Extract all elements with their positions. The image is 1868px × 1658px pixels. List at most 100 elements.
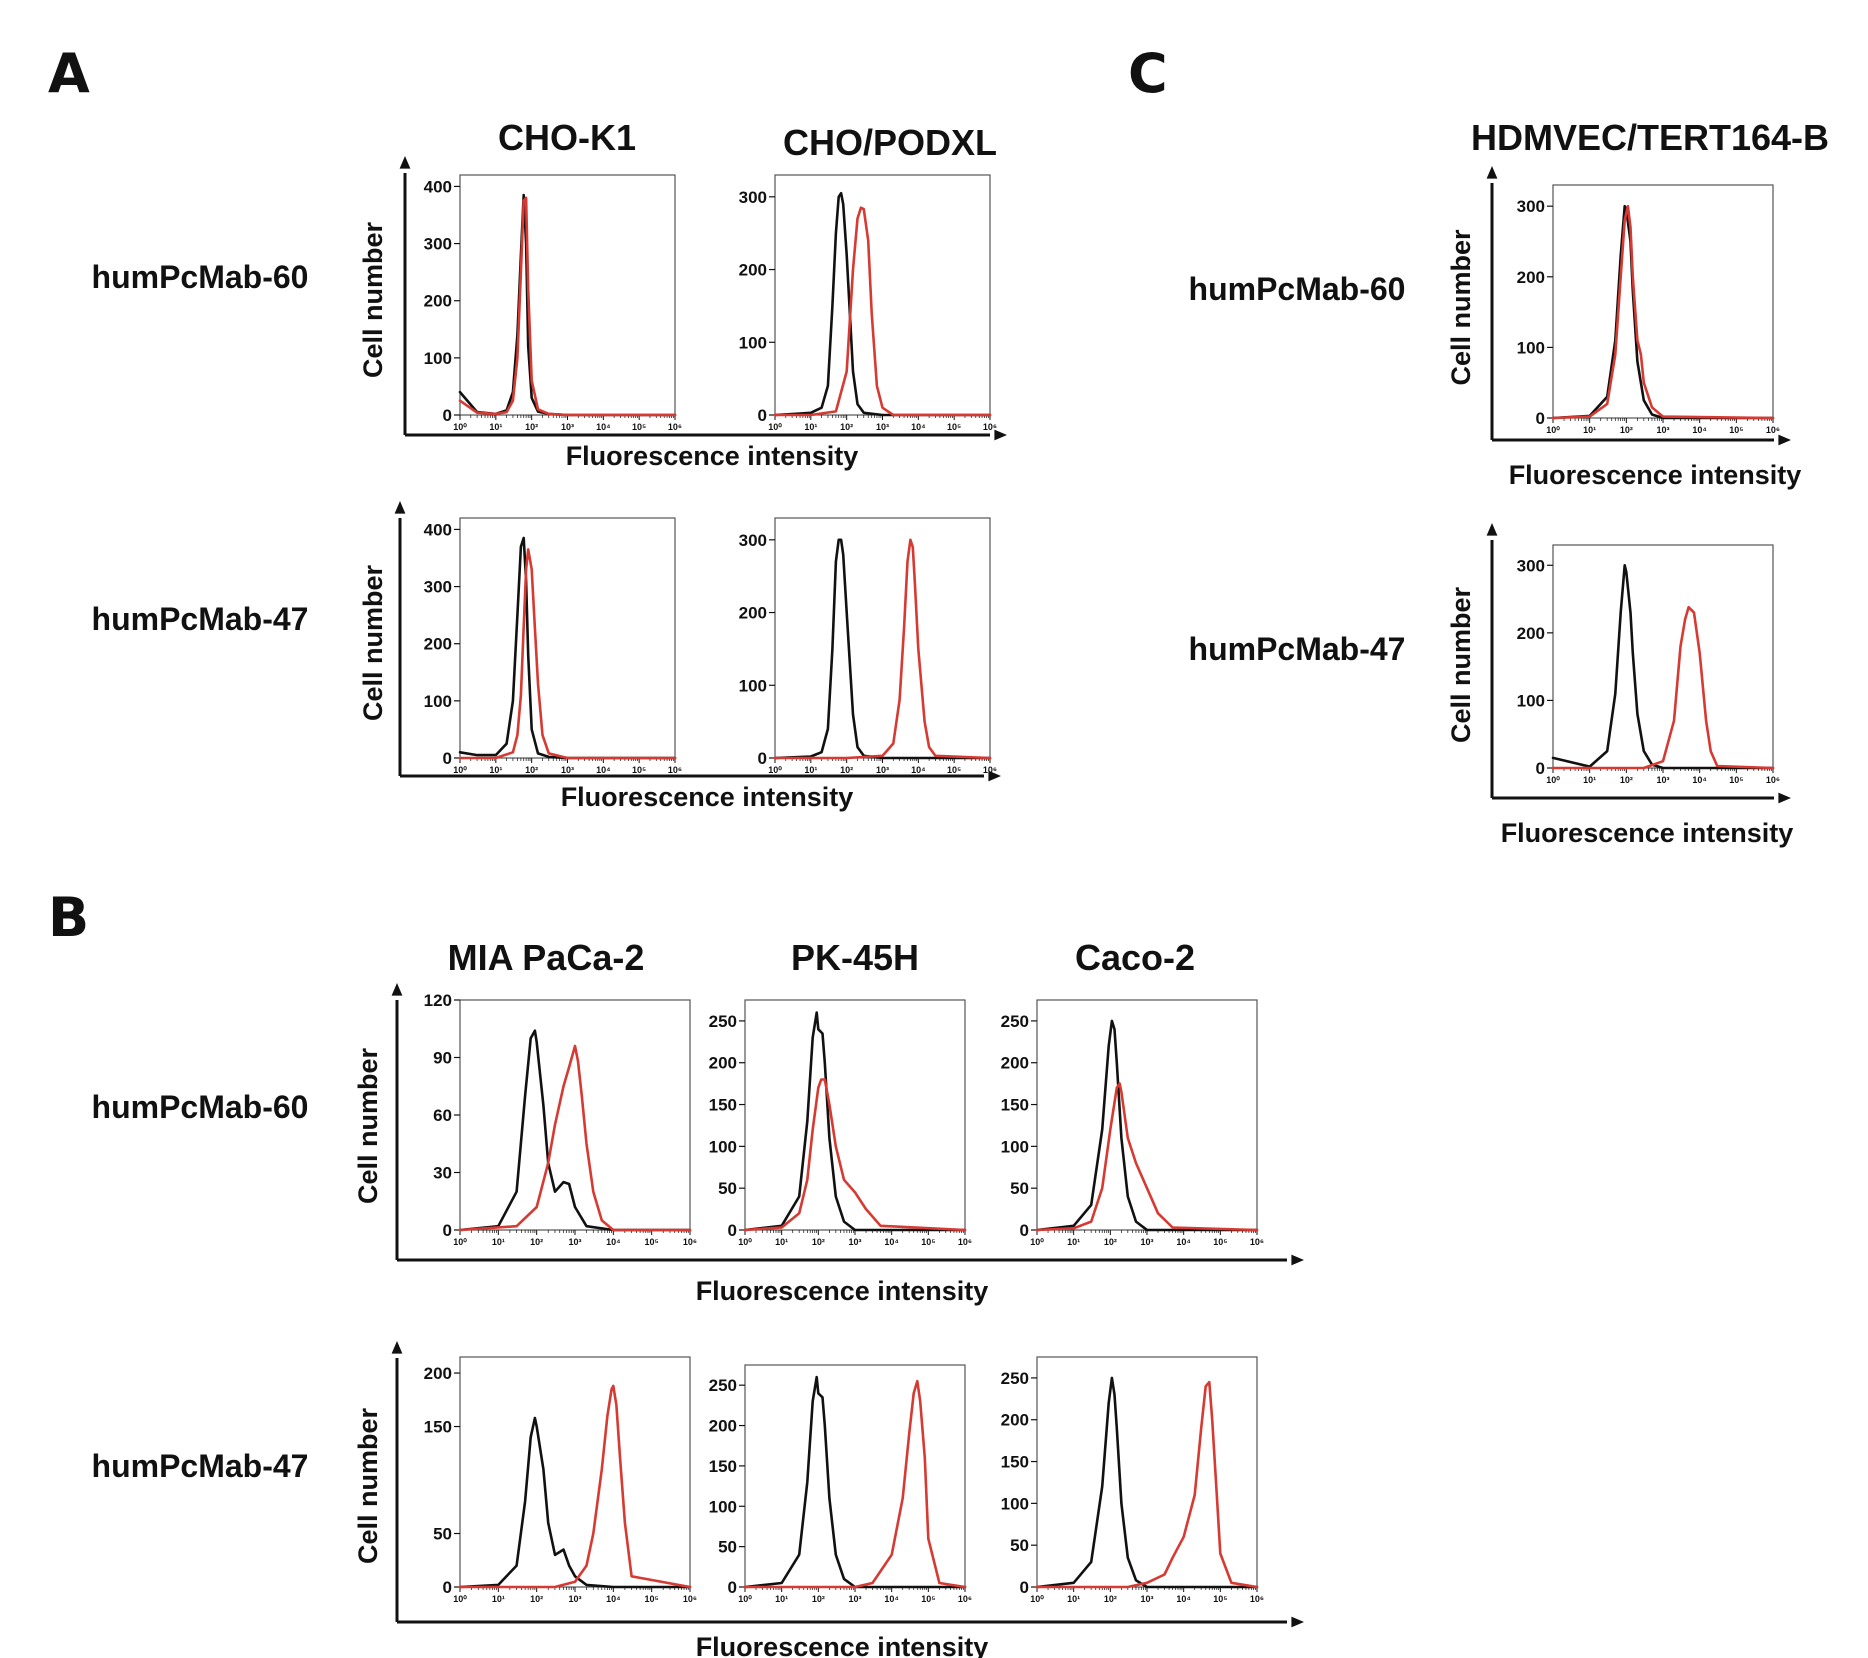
x-tick-label: 10² xyxy=(530,1594,543,1604)
cell-line-title: HDMVEC/TERT164-B xyxy=(1471,117,1829,158)
y-axis-title: Cell number xyxy=(353,1407,383,1564)
histogram-line-antibody xyxy=(1551,605,1775,770)
x-tick-label: 10⁰ xyxy=(738,1237,752,1247)
row-label: humPcMab-60 xyxy=(92,259,309,295)
x-tick-label: 10⁴ xyxy=(911,422,925,432)
y-tick-label: 100 xyxy=(709,1497,737,1516)
y-tick-label: 0 xyxy=(1020,1578,1029,1597)
y-tick-label: 0 xyxy=(443,406,452,425)
x-tick-label: 10⁶ xyxy=(683,1594,697,1604)
histogram-a-60-chopodxl: CHO/PODXL 0 100 200 300 10⁰ 10¹ 10² 10³ 10⁴ 10⁵ 10⁶ xyxy=(739,122,997,432)
x-tick-label: 10² xyxy=(840,765,853,775)
histogram-b-60-pk: PK-45H 0 50 100 150 200 250 10⁰ 10¹ 10² 10³ 10⁴ 10⁵ 1… xyxy=(709,937,972,1247)
x-tick-label: 10⁴ xyxy=(606,1237,620,1247)
x-tick-label: 10¹ xyxy=(804,422,817,432)
x-tick-label: 10¹ xyxy=(1583,425,1596,435)
x-tick-label: 10³ xyxy=(848,1237,861,1247)
y-tick-label: 200 xyxy=(424,635,452,654)
panel-groups: Cell number Fluorescence intensity humPcMa… xyxy=(92,156,1801,1658)
plot-frame xyxy=(459,1356,691,1588)
x-tick-label: 10⁵ xyxy=(947,422,961,432)
x-axis-arrowhead xyxy=(1778,792,1791,804)
x-tick-label: 10¹ xyxy=(1067,1594,1080,1604)
y-axis-title: Cell number xyxy=(1446,229,1476,386)
x-tick-label: 10¹ xyxy=(492,1237,505,1247)
x-axis-arrowhead xyxy=(1291,1254,1304,1266)
histogram-a-60-chok1: CHO-K1 0 100 200 300 400 10⁰ 10¹ 10² 10³ 10⁴ 10⁵ 10⁶ xyxy=(424,117,682,432)
x-tick-label: 10² xyxy=(812,1237,825,1247)
x-tick-label: 10⁵ xyxy=(1213,1237,1227,1247)
figure-annotations: A C B xyxy=(48,42,1168,949)
x-tick-label: 10⁵ xyxy=(947,765,961,775)
x-axis-arrowhead xyxy=(994,429,1007,441)
y-tick-label: 150 xyxy=(1001,1096,1029,1115)
y-tick-label: 100 xyxy=(739,676,767,695)
y-tick-label: 150 xyxy=(709,1096,737,1115)
y-tick-label: 50 xyxy=(1010,1536,1029,1555)
plot-frame xyxy=(1036,999,1258,1231)
y-axis-arrowhead xyxy=(391,1341,403,1354)
y-tick-label: 0 xyxy=(443,749,452,768)
y-tick-label: 0 xyxy=(758,749,767,768)
cell-line-title: PK-45H xyxy=(791,937,919,978)
x-tick-label: 10³ xyxy=(876,765,889,775)
axis-frame-c-row2: Cell number Fluorescence intensity humPcMa… xyxy=(1189,523,1794,848)
histogram-b-60-mia: MIA PaCa-2 0 30 60 90 120 10⁰ 10¹ 10² 10³ 10⁴ 10⁵ 10… xyxy=(424,937,697,1247)
x-tick-label: 10¹ xyxy=(489,422,502,432)
y-tick-label: 100 xyxy=(1517,691,1545,710)
x-axis-title: Fluorescence intensity xyxy=(1501,818,1794,848)
x-tick-label: 10⁶ xyxy=(958,1237,972,1247)
x-tick-label: 10³ xyxy=(876,422,889,432)
cell-line-title: MIA PaCa-2 xyxy=(448,937,645,978)
histogram-line-antibody xyxy=(1551,204,1775,420)
panel-letter-b: B xyxy=(48,886,89,949)
y-axis-title: Cell number xyxy=(358,221,388,378)
x-tick-label: 10⁴ xyxy=(1176,1594,1190,1604)
x-tick-label: 10¹ xyxy=(1583,775,1596,785)
axis-frame-a-row2: Cell number Fluorescence intensity humPcMa… xyxy=(92,501,1001,812)
histogram-line-antibody xyxy=(773,206,992,417)
x-tick-label: 10⁰ xyxy=(453,1594,467,1604)
x-tick-label: 10⁴ xyxy=(884,1237,898,1247)
cell-line-title: Caco-2 xyxy=(1075,937,1195,978)
axis-frame-b-row2: Cell number Fluorescence intensity humPcMa… xyxy=(92,1341,1304,1658)
x-tick-label: 10³ xyxy=(1656,775,1669,785)
x-tick-label: 10¹ xyxy=(1067,1237,1080,1247)
x-axis-title: Fluorescence intensity xyxy=(696,1632,989,1658)
plot-frame xyxy=(1552,544,1774,769)
panel-letter-a: A xyxy=(48,42,90,105)
x-tick-label: 10³ xyxy=(1656,425,1669,435)
x-tick-label: 10¹ xyxy=(492,1594,505,1604)
x-tick-label: 10² xyxy=(525,422,538,432)
y-tick-label: 300 xyxy=(1517,556,1545,575)
x-tick-label: 10⁰ xyxy=(1030,1594,1044,1604)
x-tick-label: 10⁶ xyxy=(1766,425,1780,435)
x-tick-label: 10⁴ xyxy=(596,422,610,432)
axis-frame-a-row1: Cell number Fluorescence intensity humPcMa… xyxy=(92,156,1007,471)
y-tick-label: 90 xyxy=(433,1049,452,1068)
x-tick-label: 10⁴ xyxy=(911,765,925,775)
x-tick-label: 10⁰ xyxy=(1546,425,1560,435)
y-tick-label: 200 xyxy=(739,604,767,623)
x-tick-label: 10⁴ xyxy=(884,1594,898,1604)
y-tick-label: 300 xyxy=(739,531,767,550)
x-tick-label: 10⁵ xyxy=(921,1594,935,1604)
y-tick-label: 0 xyxy=(728,1221,737,1240)
histogram-c-60: HDMVEC/TERT164-B 0 100 200 300 10⁰ 10¹ 10² 10³ 10… xyxy=(1471,117,1829,435)
x-tick-label: 10⁶ xyxy=(683,1237,697,1247)
y-tick-label: 100 xyxy=(1001,1137,1029,1156)
histogram-line-control xyxy=(458,1416,692,1589)
y-tick-label: 120 xyxy=(424,991,452,1010)
x-tick-label: 10⁶ xyxy=(1250,1594,1264,1604)
y-tick-label: 100 xyxy=(1517,338,1545,357)
x-tick-label: 10³ xyxy=(568,1237,581,1247)
x-tick-label: 10⁵ xyxy=(1213,1594,1227,1604)
y-tick-label: 200 xyxy=(739,261,767,280)
y-tick-label: 0 xyxy=(1020,1221,1029,1240)
x-tick-label: 10⁵ xyxy=(645,1594,659,1604)
x-tick-label: 10⁴ xyxy=(1176,1237,1190,1247)
x-tick-label: 10¹ xyxy=(489,765,502,775)
y-tick-label: 0 xyxy=(728,1578,737,1597)
x-tick-label: 10² xyxy=(1620,775,1633,785)
